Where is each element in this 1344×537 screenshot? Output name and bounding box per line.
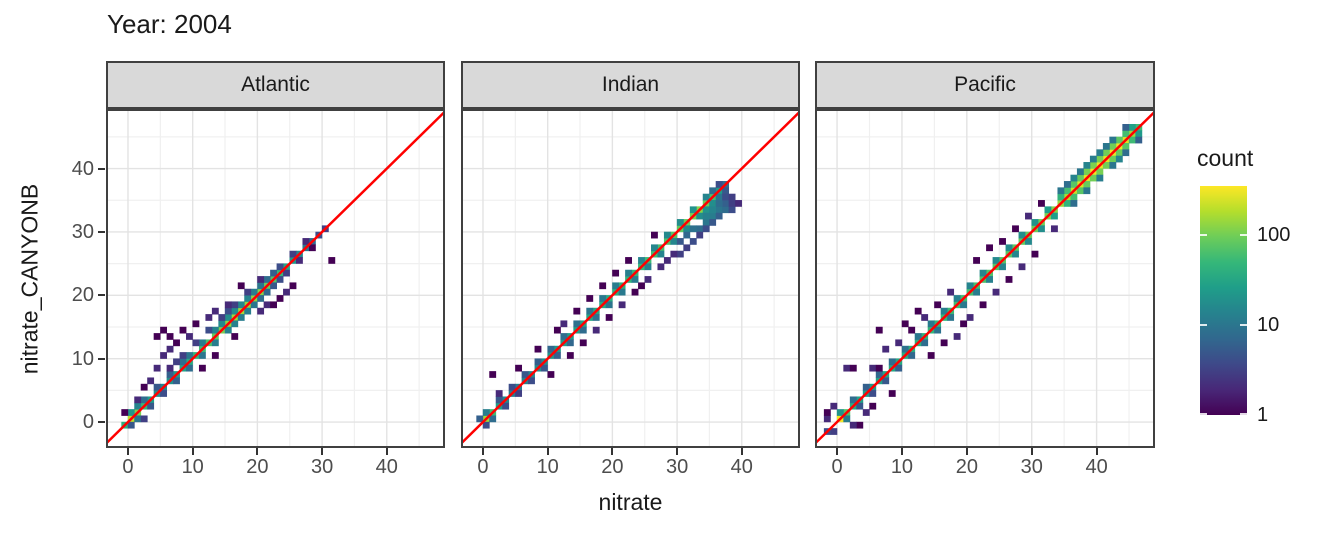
x-axis-tick-label: 0: [477, 456, 489, 478]
x-axis-tick-label: 10: [536, 456, 559, 478]
x-axis-tick: [611, 448, 614, 455]
x-axis-tick-label: 30: [310, 456, 334, 478]
x-axis-tick: [256, 448, 259, 455]
y-axis-tick: [98, 230, 105, 233]
panel-plot-atlantic: [106, 109, 445, 448]
legend-tick-mark: [1240, 323, 1247, 326]
y-axis-tick-label: 20: [71, 284, 94, 307]
y-axis-tick: [98, 421, 105, 424]
y-axis-tick: [98, 357, 105, 360]
x-axis-tick-label: 0: [831, 456, 843, 478]
plot-title: Year: 2004: [107, 9, 232, 39]
y-axis-tick-label: 40: [71, 157, 94, 180]
facet-strip-pacific: Pacific: [815, 61, 1155, 109]
y-axis-tick-label: 10: [71, 347, 94, 370]
x-axis-tick-label: 30: [1020, 456, 1043, 478]
legend-tick-mark: [1240, 413, 1247, 415]
y-axis-tick-label: 30: [71, 220, 94, 243]
y-axis-tick: [98, 167, 105, 170]
y-axis-title: nitrate_CANYONB: [16, 183, 43, 375]
x-axis-tick-label: 40: [1085, 456, 1108, 478]
x-axis-title: nitrate: [598, 489, 663, 515]
legend-tick-label: 1: [1257, 404, 1269, 426]
legend-tick-mark: [1200, 323, 1207, 326]
x-axis-tick-label: 20: [955, 456, 978, 478]
x-axis-tick-label: 20: [601, 456, 624, 478]
x-axis-tick: [385, 448, 388, 455]
x-axis-tick: [321, 448, 324, 455]
legend-tick-label: 10: [1257, 313, 1280, 336]
legend-tick-mark: [1200, 413, 1207, 415]
x-axis-tick: [900, 448, 903, 455]
x-axis-tick: [740, 448, 743, 455]
panel-plot-indian: [461, 109, 800, 448]
y-axis-tick-label: 0: [82, 411, 94, 434]
x-axis-tick-label: 30: [665, 456, 689, 478]
x-axis-tick-label: 40: [730, 456, 753, 478]
panel-plot-pacific: [815, 109, 1155, 448]
facet-strip-label: Indian: [601, 73, 660, 96]
legend-title: count: [1197, 145, 1254, 171]
x-axis-tick: [676, 448, 679, 455]
panel-pacific: [815, 109, 1155, 448]
x-axis-tick-label: 20: [246, 456, 269, 478]
panel-indian: [461, 109, 800, 448]
legend-tick-label: 100: [1257, 223, 1291, 246]
legend-tick-mark: [1200, 233, 1207, 236]
x-axis-tick: [481, 448, 484, 455]
x-axis-tick-label: 0: [122, 456, 134, 478]
legend-tick-mark: [1240, 233, 1247, 236]
x-axis-tick-label: 40: [375, 456, 398, 478]
x-axis-tick: [965, 448, 968, 455]
x-axis-tick: [191, 448, 194, 455]
facet-strip-label: Pacific: [954, 73, 1016, 96]
panel-atlantic: [106, 109, 445, 448]
legend-colorbar: [1200, 186, 1247, 415]
facet-strip-indian: Indian: [461, 61, 800, 109]
facet-strip-label: Atlantic: [241, 73, 310, 96]
x-axis-tick-label: 10: [181, 456, 204, 478]
x-axis-tick: [1030, 448, 1033, 455]
x-axis-tick: [836, 448, 839, 455]
facet-strip-atlantic: Atlantic: [106, 61, 445, 109]
x-axis-tick-label: 10: [890, 456, 914, 478]
x-axis-tick: [546, 448, 549, 455]
y-axis-tick: [98, 294, 105, 297]
x-axis-tick: [126, 448, 129, 455]
x-axis-tick: [1095, 448, 1098, 455]
